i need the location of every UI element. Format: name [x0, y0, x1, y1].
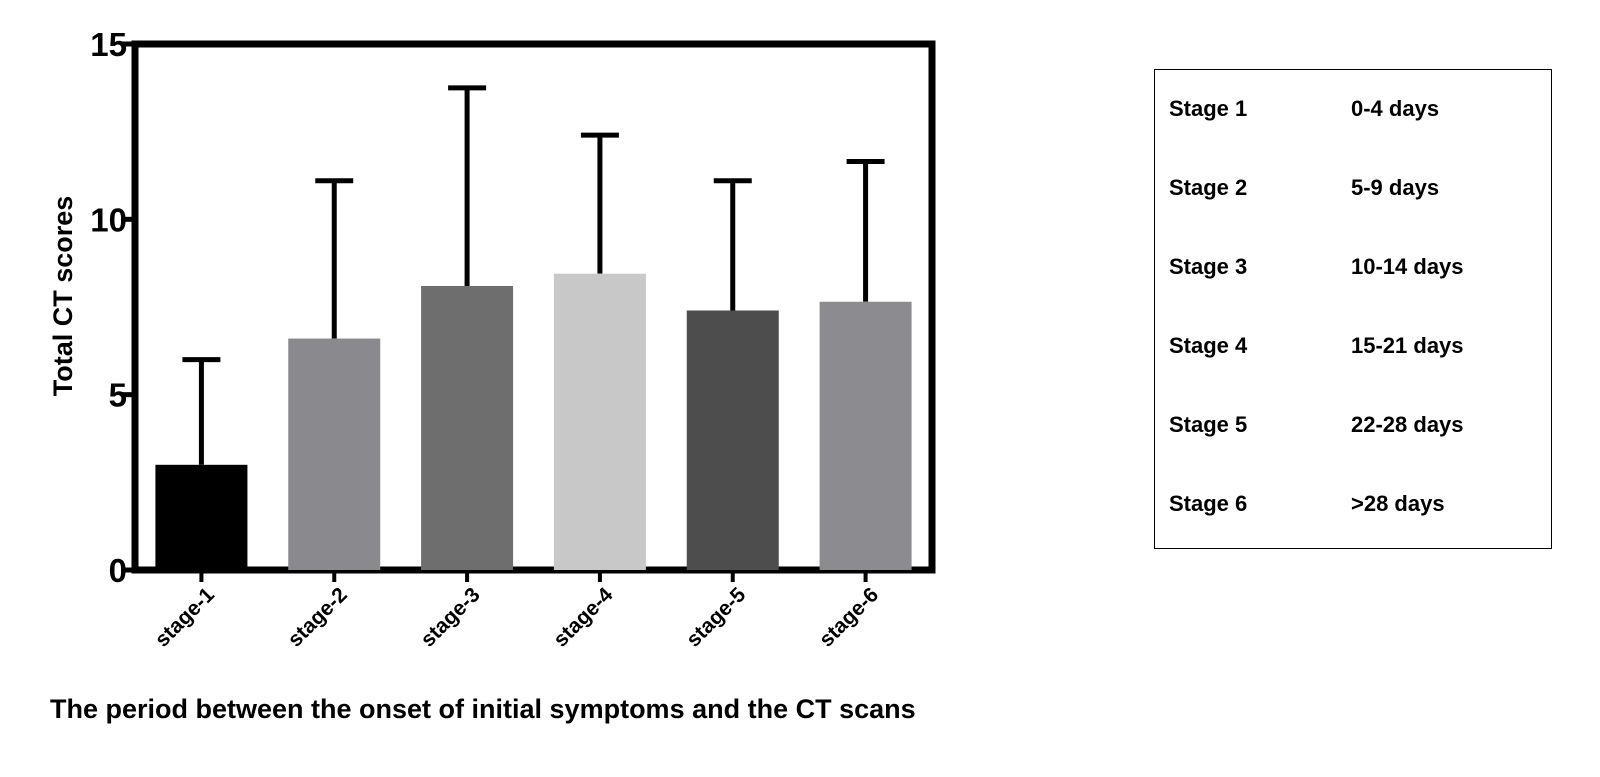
- legend-stage-label: Stage 2: [1169, 175, 1248, 200]
- y-tick-label: 0: [109, 552, 127, 589]
- bar-stage-1: [155, 464, 248, 570]
- legend-stage-label: Stage 3: [1169, 254, 1248, 279]
- legend-day-range: 0-4 days: [1351, 96, 1440, 121]
- legend-stage-label: Stage 6: [1169, 491, 1248, 516]
- legend-row: Stage 2 5-9 days: [1155, 175, 1551, 205]
- y-axis-title: Total CT scores: [48, 196, 78, 397]
- legend-row: Stage 3 10-14 days: [1155, 254, 1551, 284]
- x-tick-label: stage-3: [416, 583, 484, 651]
- legend-stage-label: Stage 4: [1169, 333, 1248, 358]
- legend-stage-label: Stage 5: [1169, 412, 1248, 437]
- x-tick-label: stage-1: [151, 583, 219, 651]
- legend-day-range: 15-21 days: [1351, 333, 1464, 358]
- y-tick-label: 15: [90, 26, 127, 63]
- y-tick-label: 5: [109, 377, 127, 414]
- y-tick-label: 10: [90, 201, 127, 238]
- bar-stage-6: [819, 301, 912, 570]
- legend-row: Stage 6 >28 days: [1155, 491, 1551, 521]
- bar-stage-3: [421, 285, 514, 570]
- bar-stage-5: [686, 310, 779, 570]
- legend-day-range: 5-9 days: [1351, 175, 1440, 200]
- legend-day-range: 22-28 days: [1351, 412, 1464, 437]
- legend-day-range: 10-14 days: [1351, 254, 1464, 279]
- x-tick-label: stage-4: [549, 583, 617, 651]
- legend-row: Stage 4 15-21 days: [1155, 333, 1551, 363]
- legend-row: Stage 5 22-28 days: [1155, 412, 1551, 442]
- x-axis-title: The period between the onset of initial …: [50, 694, 916, 724]
- bar-stage-4: [553, 273, 646, 570]
- stage-legend-table: Stage 1 0-4 days Stage 2 5-9 days Stage 3 10-…: [1154, 69, 1552, 549]
- x-tick-label: stage-5: [682, 583, 750, 651]
- legend-day-range: >28 days: [1351, 491, 1445, 516]
- bar-stage-2: [288, 338, 381, 570]
- x-tick-label: stage-2: [284, 583, 352, 651]
- legend-row: Stage 1 0-4 days: [1155, 96, 1551, 126]
- x-tick-label: stage-6: [815, 583, 883, 651]
- plot-frame: [131, 40, 936, 574]
- legend-stage-label: Stage 1: [1169, 96, 1248, 121]
- bar-chart: 0 5 10 15 stage-1 stage-2 stage-3 stage-4 stage…: [48, 26, 936, 724]
